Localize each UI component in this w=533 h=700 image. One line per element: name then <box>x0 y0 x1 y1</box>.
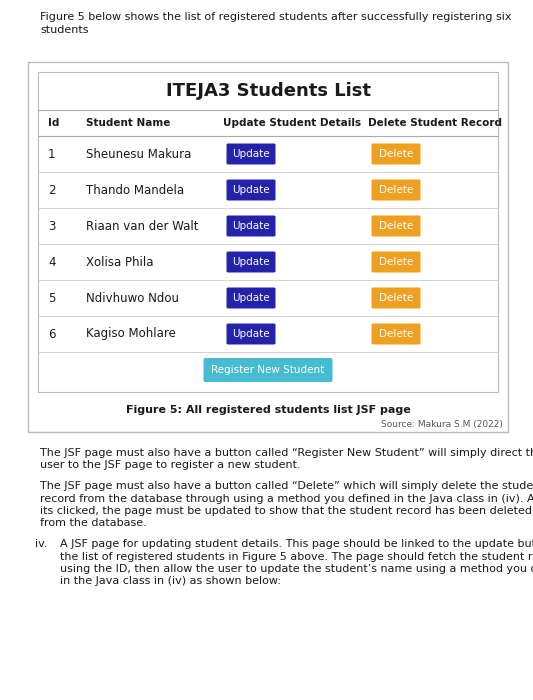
Text: Delete: Delete <box>379 149 413 159</box>
Text: Delete: Delete <box>379 221 413 231</box>
Text: Update: Update <box>232 257 270 267</box>
Text: 5: 5 <box>48 291 55 304</box>
Text: 4: 4 <box>48 256 55 269</box>
Text: Xolisa Phila: Xolisa Phila <box>86 256 154 269</box>
FancyBboxPatch shape <box>227 288 276 309</box>
Text: Riaan van der Walt: Riaan van der Walt <box>86 220 198 232</box>
FancyBboxPatch shape <box>227 251 276 272</box>
Text: from the database.: from the database. <box>40 519 147 528</box>
Text: 6: 6 <box>48 328 55 340</box>
Text: Thando Mandela: Thando Mandela <box>86 183 184 197</box>
FancyBboxPatch shape <box>372 144 421 164</box>
Text: Update: Update <box>232 221 270 231</box>
Text: 1: 1 <box>48 148 55 160</box>
Text: Update: Update <box>232 329 270 339</box>
Text: The JSF page must also have a button called “Register New Student” will simply d: The JSF page must also have a button cal… <box>40 448 533 458</box>
Text: students: students <box>40 25 88 35</box>
Text: Source: Makura S.M (2022): Source: Makura S.M (2022) <box>381 419 503 428</box>
Text: Figure 5: All registered students list JSF page: Figure 5: All registered students list J… <box>126 405 410 415</box>
Text: record from the database through using a method you defined in the Java class in: record from the database through using a… <box>40 494 533 503</box>
Text: Delete: Delete <box>379 185 413 195</box>
Text: in the Java class in (iv) as shown below:: in the Java class in (iv) as shown below… <box>60 577 281 587</box>
Text: Delete: Delete <box>379 329 413 339</box>
Text: Student Name: Student Name <box>86 118 171 128</box>
Text: 2: 2 <box>48 183 55 197</box>
Text: Sheunesu Makura: Sheunesu Makura <box>86 148 191 160</box>
Text: Id: Id <box>48 118 59 128</box>
Text: user to the JSF page to register a new student.: user to the JSF page to register a new s… <box>40 461 301 470</box>
Text: 3: 3 <box>48 220 55 232</box>
FancyBboxPatch shape <box>204 358 333 382</box>
FancyBboxPatch shape <box>227 179 276 200</box>
Text: Register New Student: Register New Student <box>212 365 325 375</box>
Text: Figure 5 below shows the list of registered students after successfully register: Figure 5 below shows the list of registe… <box>40 12 512 22</box>
FancyBboxPatch shape <box>372 216 421 237</box>
Text: Update: Update <box>232 185 270 195</box>
FancyBboxPatch shape <box>38 72 498 392</box>
Text: Delete: Delete <box>379 257 413 267</box>
Text: Update Student Details: Update Student Details <box>223 118 361 128</box>
Text: Update: Update <box>232 293 270 303</box>
Text: A JSF page for updating student details. This page should be linked to the updat: A JSF page for updating student details.… <box>60 539 533 549</box>
Text: Kagiso Mohlare: Kagiso Mohlare <box>86 328 176 340</box>
FancyBboxPatch shape <box>227 323 276 344</box>
FancyBboxPatch shape <box>227 144 276 164</box>
FancyBboxPatch shape <box>227 216 276 237</box>
FancyBboxPatch shape <box>372 251 421 272</box>
Text: its clicked, the page must be updated to show that the student record has been d: its clicked, the page must be updated to… <box>40 506 532 516</box>
FancyBboxPatch shape <box>372 179 421 200</box>
Text: the list of registered students in Figure 5 above. The page should fetch the stu: the list of registered students in Figur… <box>60 552 533 561</box>
Text: iv.: iv. <box>35 539 47 549</box>
Text: Delete: Delete <box>379 293 413 303</box>
Text: using the ID, then allow the user to update the student’s name using a method yo: using the ID, then allow the user to upd… <box>60 564 533 574</box>
FancyBboxPatch shape <box>372 323 421 344</box>
FancyBboxPatch shape <box>28 62 508 432</box>
Text: Delete Student Record: Delete Student Record <box>368 118 502 128</box>
Text: ITEJA3 Students List: ITEJA3 Students List <box>166 82 370 100</box>
Text: The JSF page must also have a button called “Delete” which will simply delete th: The JSF page must also have a button cal… <box>40 481 533 491</box>
Text: Update: Update <box>232 149 270 159</box>
Text: Ndivhuwo Ndou: Ndivhuwo Ndou <box>86 291 179 304</box>
FancyBboxPatch shape <box>372 288 421 309</box>
